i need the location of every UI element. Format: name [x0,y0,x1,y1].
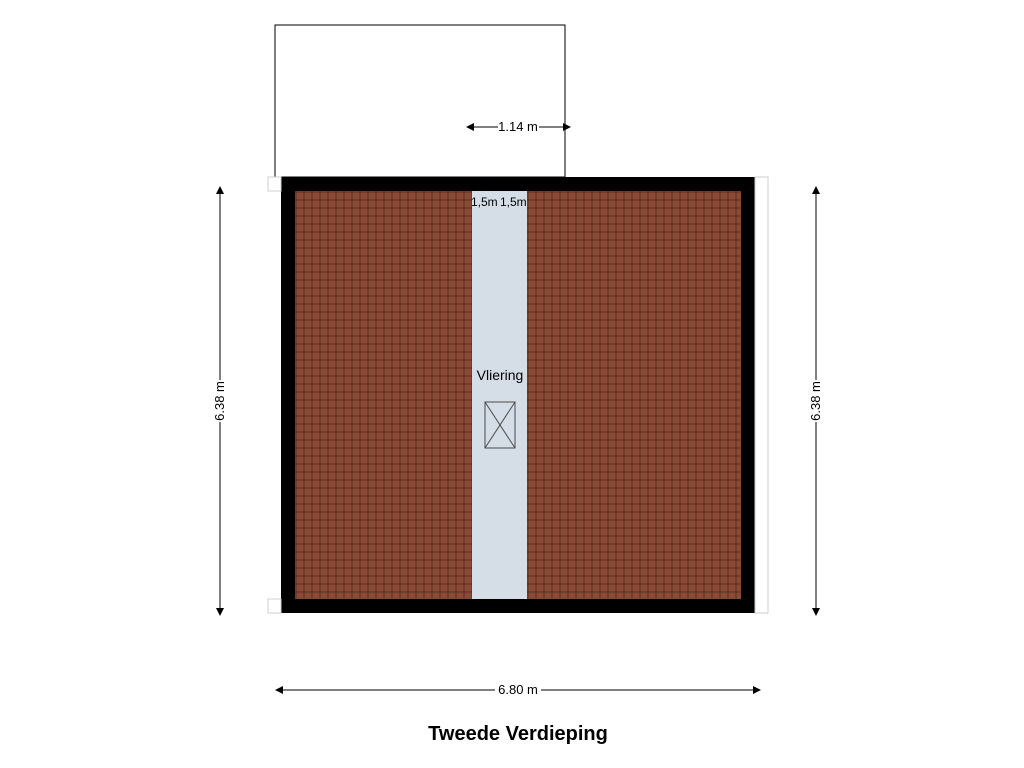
floor-plan: 1,5m 1,5m Vliering 1.14 m 6.38 m 6.38 m … [0,0,1024,768]
inner-label-right: 1,5m [500,195,527,209]
dimension-bottom: 6.80 m [281,682,755,697]
plan-title: Tweede Verdieping [428,723,608,745]
notch-left-bottom [268,599,281,613]
inner-label-left: 1,5m [471,195,498,209]
dimension-left: 6.38 m [212,192,227,610]
dimension-right: 6.38 m [808,192,823,610]
roof-panel-left [295,191,472,599]
room-label: Vliering [477,367,524,383]
dimension-top-label: 1.14 m [498,119,538,134]
outline-box [275,25,565,177]
notch-right-strip [755,177,768,613]
dimension-right-label: 6.38 m [808,381,823,421]
dimension-top: 1.14 m [472,119,565,134]
dimension-bottom-label: 6.80 m [498,682,538,697]
roof-panel-right [527,191,741,599]
dimension-left-label: 6.38 m [212,381,227,421]
notch-left-top [268,177,281,191]
